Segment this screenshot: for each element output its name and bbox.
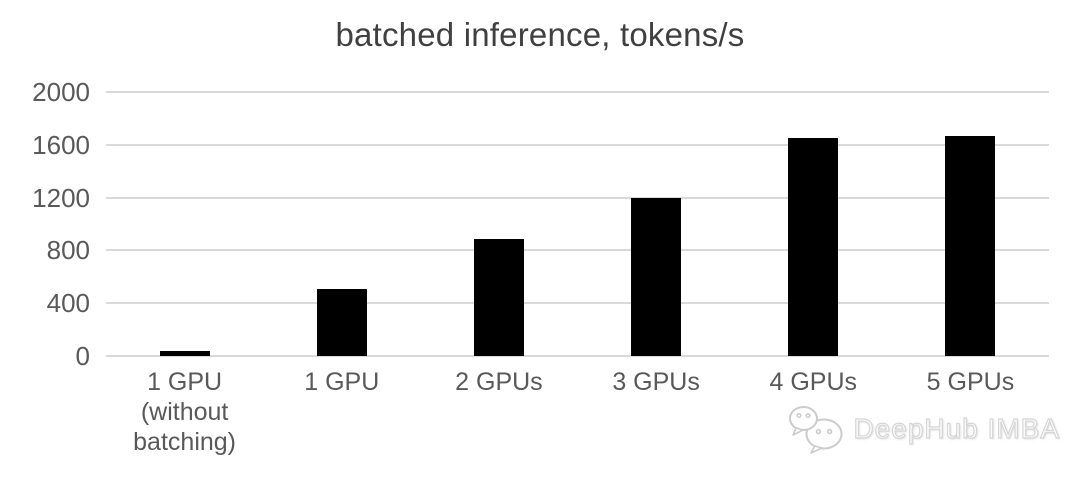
bar-1 — [159, 350, 210, 356]
plot-area — [106, 91, 1049, 357]
bar-4 — [631, 197, 682, 356]
wechat-icon — [789, 406, 843, 454]
y-tick-label-1200: 1200 — [32, 182, 90, 213]
x-category-label-6: 5 GPUs — [926, 368, 1015, 396]
chart-title: batched inference, tokens/s — [335, 16, 745, 53]
y-tick-label-1600: 1600 — [32, 129, 90, 160]
gridline-1200 — [106, 196, 1049, 199]
y-tick-label-800: 800 — [46, 235, 90, 266]
x-category-label-2: 1 GPU — [304, 368, 380, 396]
bar-2 — [316, 288, 367, 356]
gridline-800 — [106, 249, 1049, 252]
watermark-text: DeepHub IMBA — [853, 412, 1060, 444]
y-tick-label-2000: 2000 — [32, 77, 90, 107]
bar-3 — [473, 238, 524, 356]
gridline-1600 — [106, 143, 1049, 146]
x-category-label-5: 4 GPUs — [769, 368, 858, 396]
x-category-label-4: 3 GPUs — [612, 368, 700, 396]
x-axis: 1 GPU (without batching) 1 GPU 2 GPUs 3 GPU… — [106, 367, 1049, 457]
gridline-0 — [106, 355, 1049, 357]
bar-6 — [945, 135, 996, 356]
gridline-2000 — [106, 91, 1049, 93]
x-category-label-1: 1 GPU (without batching) — [133, 368, 237, 456]
bar-5 — [788, 138, 839, 356]
x-category-label-3: 2 GPUs — [455, 368, 543, 396]
gridline-400 — [106, 302, 1049, 305]
y-tick-label-0: 0 — [75, 341, 90, 371]
y-tick-label-400: 400 — [46, 288, 90, 319]
watermark: DeepHub IMBA — [787, 404, 1060, 454]
